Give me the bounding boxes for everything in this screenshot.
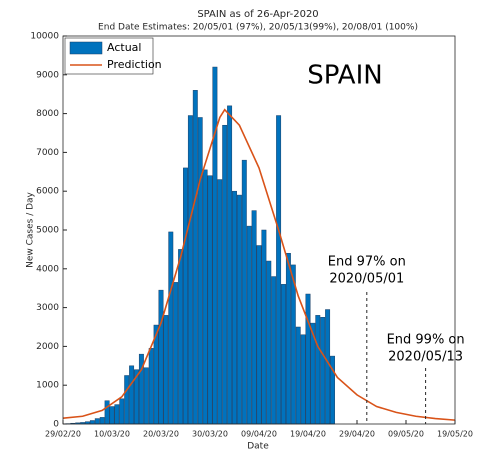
bar xyxy=(89,420,95,425)
bar xyxy=(236,194,242,425)
bar xyxy=(202,169,208,425)
y-tick-label: 5000 xyxy=(36,226,59,236)
bar xyxy=(246,225,252,425)
bar xyxy=(148,348,154,425)
bar xyxy=(305,293,311,425)
y-tick-label: 2000 xyxy=(36,342,59,352)
bar xyxy=(183,167,188,425)
y-tick-label: 8000 xyxy=(36,109,59,119)
bar xyxy=(109,406,115,425)
y-tick-label: 10000 xyxy=(30,32,59,42)
annotation-text: 2020/05/13 xyxy=(388,350,463,365)
bar xyxy=(129,365,135,425)
x-tick-label: 19/04/20 xyxy=(290,430,326,439)
bar xyxy=(251,210,257,425)
bar xyxy=(300,334,306,425)
bar xyxy=(281,284,286,425)
bar xyxy=(143,367,149,425)
bar xyxy=(178,249,184,425)
annotation-text: 2020/05/01 xyxy=(329,272,404,287)
x-tick-label: 09/05/20 xyxy=(388,430,424,439)
chart-title: SPAIN as of 26-Apr-2020 xyxy=(197,9,318,20)
x-tick-label: 30/03/20 xyxy=(192,430,228,439)
bar xyxy=(114,404,120,425)
chart-subtitle: End Date Estimates: 20/05/01 (97%), 20/0… xyxy=(98,23,418,33)
x-tick-label: 19/05/20 xyxy=(437,430,473,439)
bar xyxy=(99,417,105,425)
bar xyxy=(124,375,130,425)
bar xyxy=(325,309,331,425)
bar xyxy=(173,282,179,425)
bar xyxy=(271,276,277,425)
legend-label: Actual xyxy=(107,41,141,54)
x-axis-label: Date xyxy=(247,442,269,452)
bar xyxy=(232,190,237,425)
bar xyxy=(94,418,100,425)
bar xyxy=(187,115,193,425)
bar xyxy=(212,66,218,425)
bar xyxy=(192,90,198,425)
annotation-text: End 97% on xyxy=(328,255,406,270)
annotation-text: End 99% on xyxy=(387,333,465,348)
y-axis-label: New Cases / Day xyxy=(26,191,36,267)
bar xyxy=(266,260,272,425)
prediction-line xyxy=(62,108,456,421)
bar xyxy=(217,179,223,425)
y-tick-label: 9000 xyxy=(36,70,59,80)
x-tick-label: 20/03/20 xyxy=(143,430,179,439)
axes-box xyxy=(62,35,456,425)
y-tick-label: 3000 xyxy=(36,303,59,313)
bar xyxy=(197,117,203,425)
y-tick-label: 7000 xyxy=(36,148,59,158)
y-tick-label: 4000 xyxy=(36,264,59,274)
y-tick-label: 1000 xyxy=(36,381,59,391)
bar xyxy=(315,315,321,425)
watermark: SPAIN xyxy=(307,61,382,91)
bar xyxy=(290,264,296,425)
x-tick-label: 09/04/20 xyxy=(241,430,277,439)
legend-label: Prediction xyxy=(107,58,162,71)
legend-swatch xyxy=(69,41,103,55)
bar xyxy=(285,253,291,425)
x-tick-label: 10/03/20 xyxy=(94,430,130,439)
x-tick-label: 29/04/20 xyxy=(339,430,375,439)
bar xyxy=(119,398,125,425)
bar xyxy=(158,289,164,425)
bar xyxy=(295,326,301,425)
bar xyxy=(320,317,326,425)
bar xyxy=(227,105,233,425)
bar xyxy=(222,124,228,425)
bar xyxy=(256,245,262,425)
bar xyxy=(241,159,247,425)
y-tick-label: 6000 xyxy=(36,187,59,197)
bar xyxy=(276,115,282,425)
bar xyxy=(163,315,169,425)
bar xyxy=(261,229,267,425)
legend: Actual Prediction xyxy=(64,37,162,75)
bar xyxy=(207,175,213,425)
y-tick-label: 0 xyxy=(53,420,59,430)
bar xyxy=(104,400,110,425)
x-tick-label: 29/02/20 xyxy=(45,430,81,439)
bar xyxy=(168,231,174,425)
